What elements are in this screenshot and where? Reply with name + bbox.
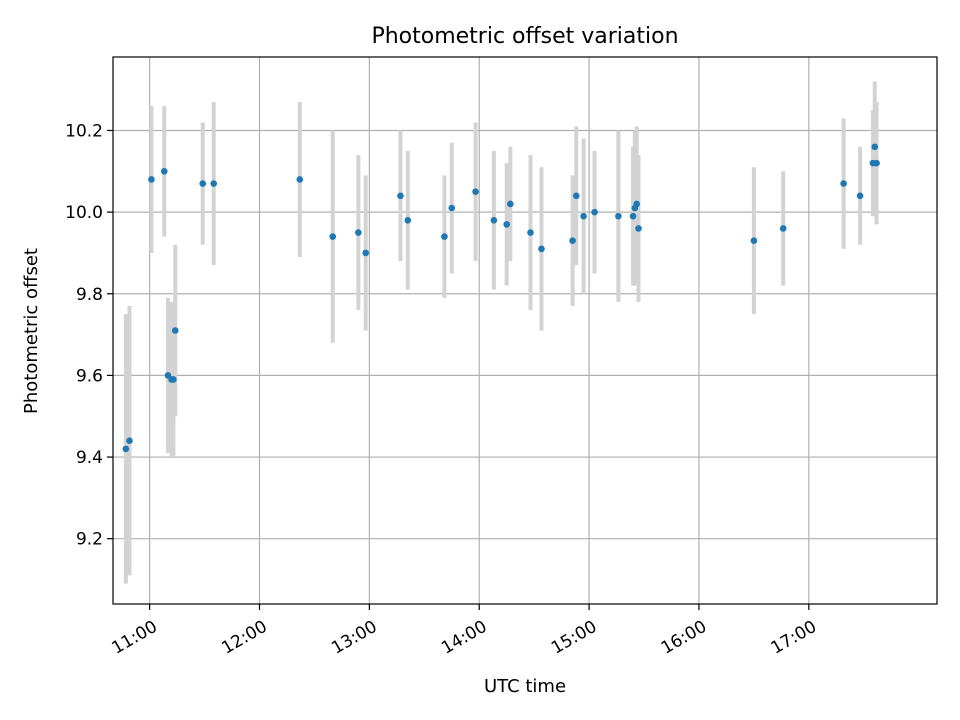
data-point — [472, 188, 479, 196]
data-point — [591, 208, 598, 216]
data-point — [210, 180, 218, 187]
data-point — [507, 200, 514, 208]
data-point — [490, 216, 498, 224]
y-axis-label: Photometric offset — [21, 248, 42, 414]
data-point — [404, 216, 412, 224]
grid-layer — [113, 57, 937, 604]
data-point — [171, 327, 179, 334]
y-tick-label: 9.2 — [76, 530, 103, 550]
data-point — [448, 204, 456, 212]
y-tick-label: 10.0 — [65, 203, 103, 223]
y-tick-label: 9.6 — [76, 366, 103, 386]
plot-frame — [112, 56, 938, 605]
y-tick-label: 10.2 — [65, 121, 103, 141]
data-point — [503, 221, 510, 228]
data-point — [750, 237, 758, 244]
data-point — [122, 445, 130, 453]
data-point — [148, 176, 155, 183]
point-layer — [122, 143, 880, 453]
data-point — [580, 212, 587, 220]
data-point — [629, 212, 637, 220]
x-axis-label: UTC time — [484, 676, 566, 697]
data-point — [572, 192, 580, 200]
data-point — [160, 167, 168, 175]
data-point — [779, 225, 787, 232]
y-tick-label: 9.4 — [76, 448, 103, 468]
data-point — [538, 245, 545, 253]
data-point — [635, 225, 642, 232]
data-point — [397, 192, 404, 200]
data-point — [170, 376, 177, 383]
data-point — [199, 180, 207, 187]
data-point — [633, 200, 640, 208]
data-point — [441, 233, 448, 240]
data-point — [871, 143, 879, 151]
data-point — [856, 192, 864, 200]
data-point — [840, 180, 847, 187]
data-point — [527, 229, 534, 236]
data-point — [296, 176, 304, 183]
y-tick-label: 9.8 — [76, 285, 103, 305]
data-point — [615, 212, 622, 220]
data-point — [329, 233, 337, 240]
data-point — [126, 437, 133, 445]
data-point — [873, 159, 880, 167]
chart-title: Photometric offset variation — [371, 24, 678, 49]
data-point — [569, 237, 576, 244]
data-point — [355, 229, 362, 236]
data-point — [362, 249, 369, 257]
